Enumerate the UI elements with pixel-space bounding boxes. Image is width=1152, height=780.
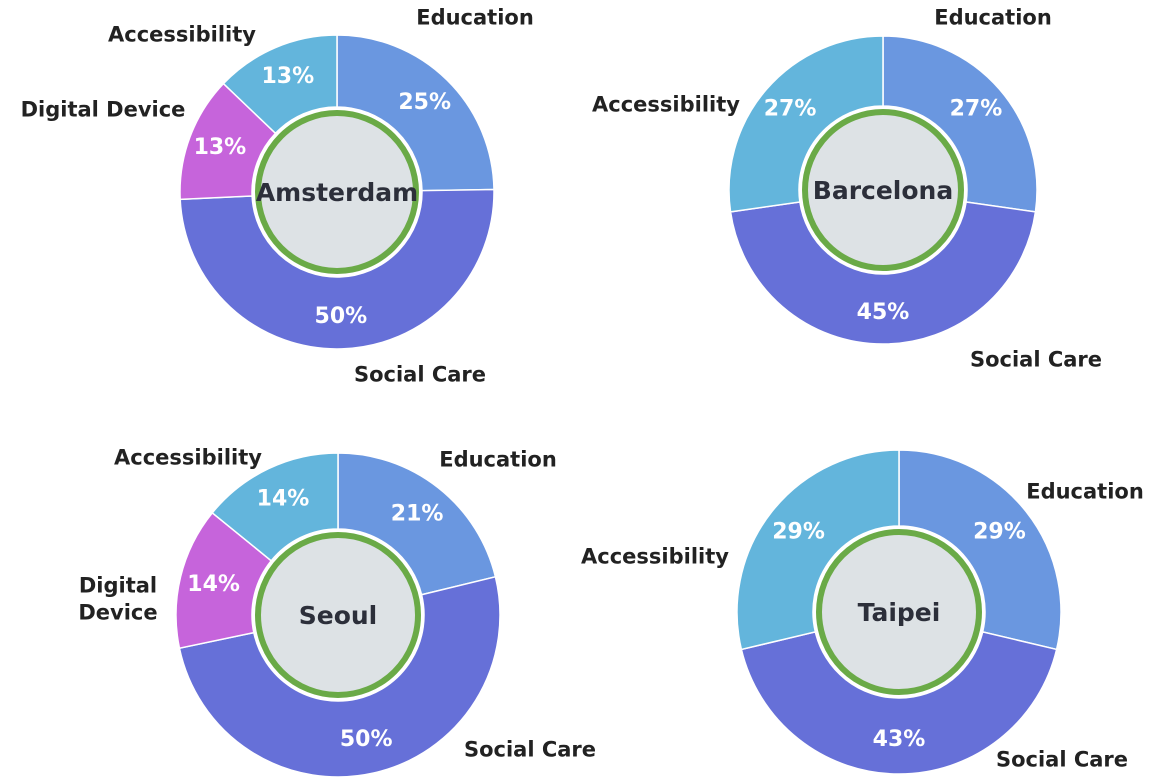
value-label: 27% <box>764 96 817 121</box>
value-label: 45% <box>857 300 910 325</box>
value-label: 27% <box>950 96 1003 121</box>
category-label: Digital Device <box>21 96 186 123</box>
category-label: Accessibility <box>592 91 740 118</box>
category-label: Education <box>439 446 557 473</box>
category-label: Education <box>934 4 1052 31</box>
value-label: 29% <box>772 520 825 545</box>
category-label: Accessibility <box>581 543 729 570</box>
value-label: 43% <box>873 727 926 752</box>
city-title: Barcelona <box>813 176 953 205</box>
category-label: Education <box>416 4 534 31</box>
category-label: Accessibility <box>114 444 262 471</box>
value-label: 50% <box>315 304 368 329</box>
category-label: Social Care <box>970 346 1102 373</box>
value-label: 14% <box>257 486 310 511</box>
value-label: 14% <box>187 572 240 597</box>
value-label: 21% <box>391 501 444 526</box>
value-label: 50% <box>340 727 393 752</box>
value-label: 13% <box>194 135 247 160</box>
category-label: Social Care <box>354 361 486 388</box>
category-label: Digital Device <box>73 573 163 628</box>
category-label: Education <box>1026 478 1144 505</box>
dashboard: 25% 50% 13% 13% Amsterdam 27% 45% 27% Barcelona 2… <box>0 0 1152 780</box>
category-label: Social Care <box>996 746 1128 773</box>
value-label: 13% <box>261 64 314 89</box>
city-title: Taipei <box>858 598 941 627</box>
city-title: Amsterdam <box>256 178 418 207</box>
value-label: 29% <box>973 520 1026 545</box>
value-label: 25% <box>398 90 451 115</box>
city-title: Seoul <box>299 601 378 630</box>
category-label: Social Care <box>464 736 596 763</box>
category-label: Accessibility <box>108 21 256 48</box>
